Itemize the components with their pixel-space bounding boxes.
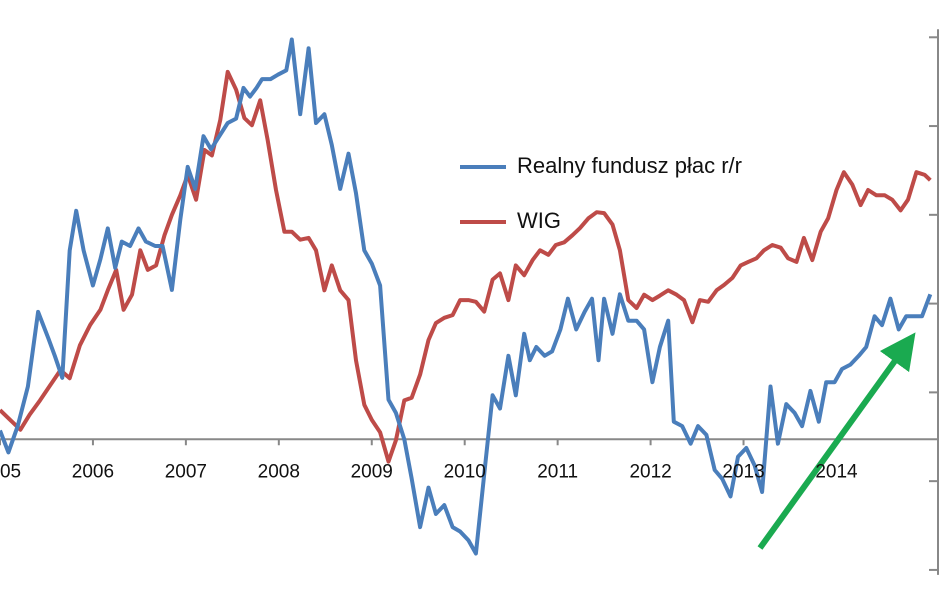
series-line: [0, 69, 932, 464]
x-tick-label: 2010: [444, 461, 486, 482]
x-tick-label: 2012: [629, 461, 671, 482]
legend-label: Realny fundusz płac r/r: [517, 153, 742, 178]
legend-label: WIG: [517, 208, 561, 233]
x-tick-label: 2013: [722, 461, 764, 482]
x-tick-label: 2011: [537, 461, 578, 482]
x-tick-label: 2005: [0, 461, 21, 482]
x-tick-label: 2007: [165, 461, 207, 482]
x-tick-label: 2014: [815, 461, 858, 482]
series-line: [0, 37, 933, 556]
trend-arrow: [757, 332, 916, 550]
x-tick-label: 2009: [351, 461, 393, 482]
x-tick-label: 2006: [72, 461, 114, 482]
x-tick-label: 2008: [258, 461, 300, 482]
